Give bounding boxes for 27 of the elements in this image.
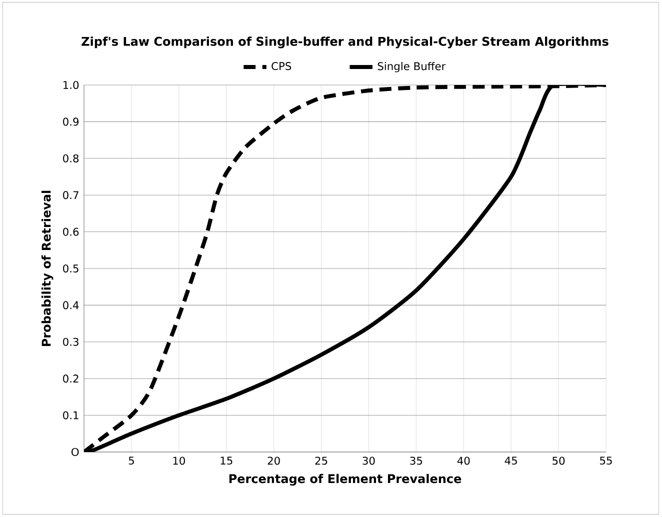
x-tick-label: 15	[220, 456, 232, 465]
y-tick-label: 0.4	[63, 301, 79, 310]
legend-label: CPS	[272, 62, 292, 70]
y-tick-label: 0.1	[63, 411, 78, 420]
y-tick-label: 0.3	[63, 338, 78, 346]
y-tick-label: 0.5	[63, 264, 78, 273]
y-tick-label: 0.2	[63, 374, 78, 383]
y-tick-label: 0.8	[63, 154, 79, 162]
y-tick-label: O	[72, 448, 79, 456]
x-tick-label: 5	[128, 456, 134, 465]
x-axis-title: Percentage of Element Prevalence	[229, 474, 462, 486]
x-tick-label: 55	[600, 456, 612, 465]
chart-title: Zipf's Law Comparison of Single-buffer and Physical-Cyber Stream Algorithms	[82, 36, 608, 48]
x-tick-label: 50	[552, 456, 565, 465]
y-axis-title: Probability of Retrieval	[41, 190, 54, 346]
x-tick-label: 25	[315, 456, 328, 465]
legend-label: Single Buffer	[378, 62, 446, 72]
x-tick-label: 10	[173, 456, 185, 465]
y-tick-label: 1.0	[64, 80, 79, 90]
y-tick-label: 0.7	[63, 191, 78, 200]
y-tick-label: 0.6	[63, 228, 79, 236]
x-tick-label: 20	[268, 456, 280, 465]
x-tick-label: 30	[362, 456, 375, 465]
x-tick-label: 35	[410, 456, 422, 465]
x-tick-label: 45	[504, 456, 517, 465]
y-tick-label: 0.9	[63, 118, 79, 126]
x-tick-label: 40	[457, 456, 470, 465]
